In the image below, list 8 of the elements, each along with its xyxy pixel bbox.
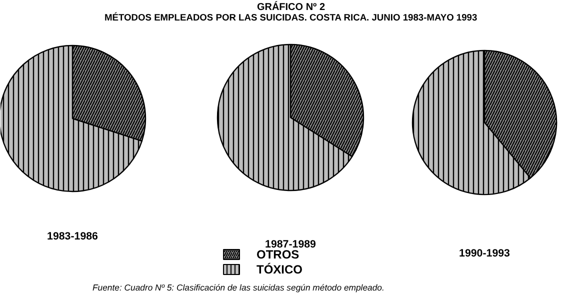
chart-subtitle: MÉTODOS EMPLEADOS POR LAS SUICIDAS. COSTA RICA. JUNIO 1983-MAYO 1993 (104, 12, 478, 22)
slice-label: 1987-1989 (265, 238, 316, 250)
slice-label: 1990-1993 (459, 248, 510, 260)
legend-label: TÓXICO (256, 262, 303, 276)
chart-title: GRÁFICO Nº 2 (256, 1, 326, 13)
slice-label: 1983-1986 (47, 230, 98, 242)
legend-label: OTROS (256, 248, 300, 262)
source-note: Fuente: Cuadro Nº 5: Clasificación de las suicidas según método empleado. (92, 282, 384, 292)
